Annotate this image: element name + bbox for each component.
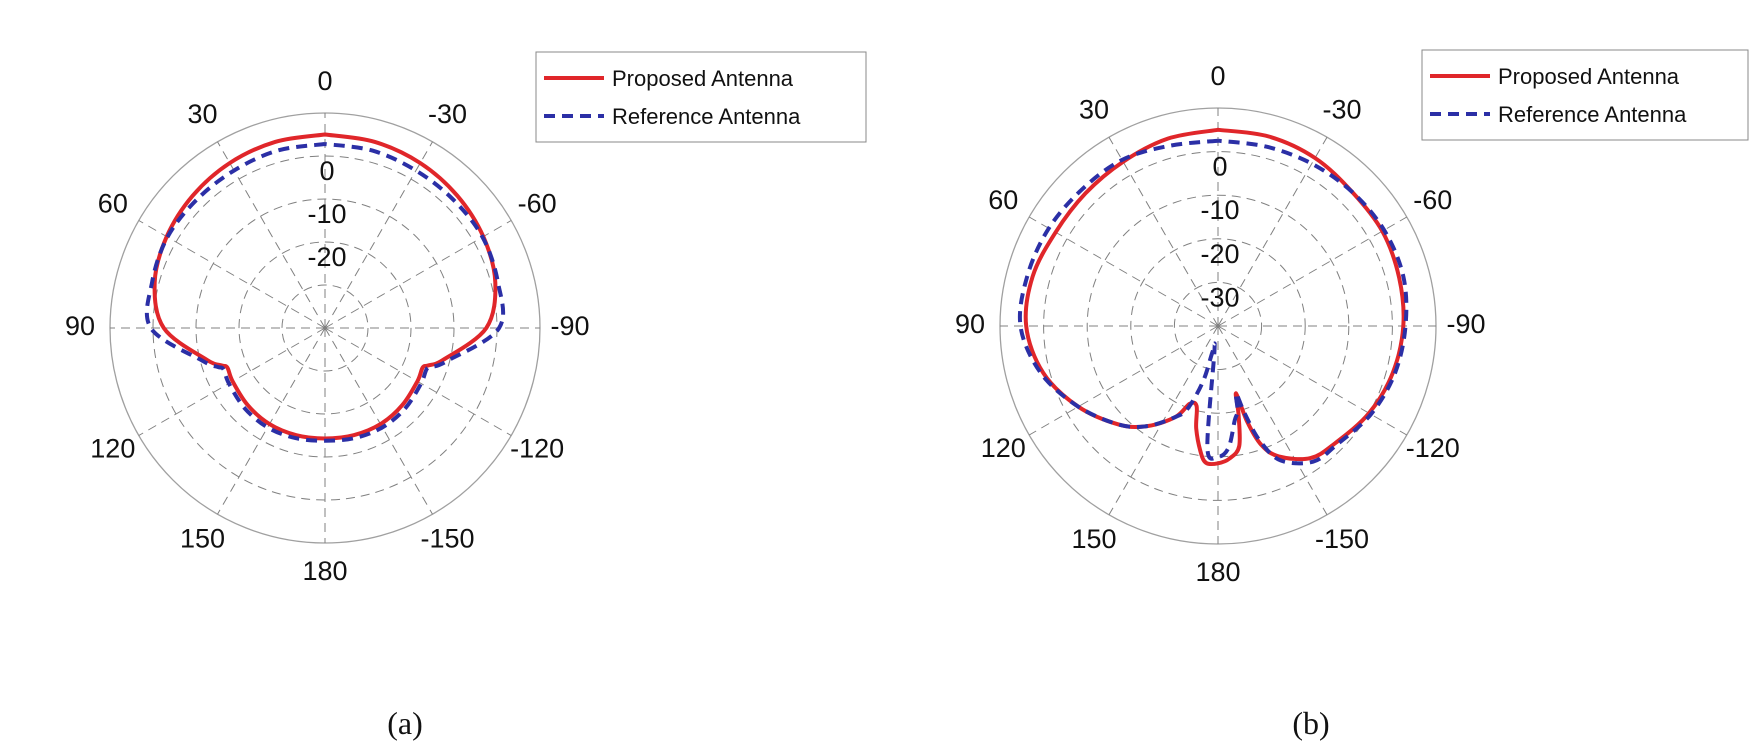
angle-tick-label: 60 (98, 189, 128, 219)
radial-tick-label: 0 (1212, 152, 1227, 182)
series-proposed-antenna (1023, 127, 1406, 467)
grid-ring (1173, 281, 1263, 371)
caption-b: (b) (1292, 705, 1329, 741)
angle-tick-label: -150 (1315, 524, 1369, 554)
grid-spoke (1217, 325, 1328, 516)
angle-tick-label: -150 (420, 523, 474, 553)
legend-label-proposed: Proposed Antenna (612, 66, 794, 91)
legend-box (535, 51, 867, 143)
grid-ring (281, 284, 369, 372)
angle-tick-label: -90 (550, 311, 589, 341)
caption-a: (a) (387, 705, 423, 741)
grid-spoke (138, 220, 326, 329)
angle-tick-label: 60 (988, 185, 1018, 215)
radial-tick-label: -20 (307, 242, 346, 272)
legend-label-reference: Reference Antenna (612, 104, 801, 129)
angle-tick-label: 180 (1195, 557, 1240, 587)
legend: Proposed Antenna Reference Antenna (1421, 49, 1749, 141)
grid-spoke (1108, 136, 1219, 327)
grid-spoke (324, 220, 512, 329)
grid-ring (1130, 238, 1306, 414)
angle-tick-label: -90 (1446, 309, 1485, 339)
legend-box (1421, 49, 1749, 141)
legend-label-proposed: Proposed Antenna (1498, 64, 1680, 89)
legend: Proposed Antenna Reference Antenna (535, 51, 867, 143)
polar-plot-b: 0 -30 -60 -90 -120 -150 180 150 120 90 60 30 -30 -20 -… (955, 49, 1749, 587)
grid-spoke (324, 141, 433, 329)
radial-tick-label: -10 (1200, 195, 1239, 225)
grid-spoke (1028, 216, 1219, 327)
grid-ring (238, 241, 412, 415)
angle-tick-label: 0 (317, 66, 332, 96)
angle-tick-label: 120 (981, 433, 1026, 463)
angle-tick-label: -120 (510, 434, 564, 464)
series-reference-antenna (144, 142, 506, 443)
grid-spoke (1217, 216, 1408, 327)
grid-spoke (1217, 136, 1328, 327)
angle-tick-label: -60 (1413, 185, 1452, 215)
angle-tick-label: 90 (955, 309, 985, 339)
grid-ring (1043, 151, 1393, 501)
angle-tick-label: 30 (187, 99, 217, 129)
angle-tick-label: -30 (428, 99, 467, 129)
radial-tick-label: -20 (1200, 239, 1239, 269)
angle-tick-label: 120 (90, 434, 135, 464)
radial-tick-label: 0 (319, 156, 334, 186)
grid-spoke (1217, 325, 1408, 436)
legend-label-reference: Reference Antenna (1498, 102, 1687, 127)
grid-spoke (324, 327, 433, 515)
angle-tick-label: 150 (1071, 524, 1116, 554)
polar-plot-a: 0 -30 -60 -90 -120 -150 180 150 120 90 60 30 -20 -10 0… (65, 51, 867, 586)
angle-tick-label: 150 (180, 523, 225, 553)
angle-tick-label: 30 (1079, 94, 1109, 124)
grid-spoke (1028, 325, 1219, 436)
radial-tick-label: -10 (307, 199, 346, 229)
angle-tick-label: 0 (1210, 61, 1225, 91)
angle-tick-label: -120 (1406, 433, 1460, 463)
angle-tick-label: 90 (65, 311, 95, 341)
radial-tick-label: -30 (1200, 282, 1239, 312)
angle-tick-label: -30 (1322, 94, 1361, 124)
angle-tick-label: 180 (302, 556, 347, 586)
grid-ring (1086, 194, 1350, 458)
grid-spoke (217, 327, 326, 515)
angle-tick-label: -60 (518, 189, 557, 219)
series-reference-antenna (1017, 138, 1409, 466)
grid-spoke (217, 141, 326, 329)
